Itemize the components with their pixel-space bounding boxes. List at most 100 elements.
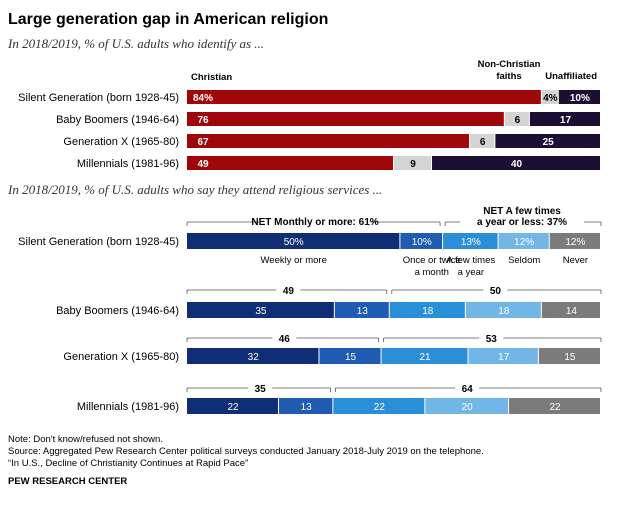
attendance-value-label: 20 — [462, 402, 474, 413]
net-monthly-value: 49 — [283, 286, 295, 297]
identity-bar-segment — [432, 156, 600, 170]
attendance-category-label: Once or twice — [403, 255, 461, 266]
legend-non-christian-line1: Non-Christian — [478, 59, 541, 70]
net-yearly-label-line2: a year or less: 37% — [477, 217, 567, 228]
identity-value-label: 84% — [193, 93, 213, 104]
attendance-bar-segment — [187, 398, 278, 414]
net-monthly-label: NET Monthly or more: 61% — [251, 217, 378, 228]
attendance-value-label: 13% — [461, 237, 481, 248]
identity-value-label: 4% — [543, 93, 558, 104]
attendance-category-label: a month — [415, 267, 449, 278]
identity-value-label: 40 — [511, 159, 523, 170]
net-yearly-value: 53 — [486, 334, 498, 345]
attendance-category-label: Seldom — [508, 255, 540, 266]
identity-value-label: 49 — [197, 159, 209, 170]
net-label-bg — [248, 381, 273, 393]
row-label-identity: Silent Generation (born 1928-45) — [18, 92, 179, 104]
attendance-category-label: Weekly or more — [261, 255, 327, 266]
identity-value-label: 25 — [543, 137, 555, 148]
attendance-bar-segment — [425, 398, 508, 414]
attendance-value-label: 22 — [549, 402, 561, 413]
net-monthly-value: 35 — [255, 384, 267, 395]
attendance-bar-segment — [538, 348, 600, 364]
identity-bar-segment — [187, 134, 470, 148]
row-label-identity: Millennials (1981-96) — [77, 158, 179, 170]
attendance-bar-segment — [334, 302, 389, 318]
legend-unaffiliated: Unaffiliated — [545, 71, 597, 82]
attendance-bar-segment — [400, 233, 443, 249]
net-label-bg — [272, 331, 297, 343]
attendance-bar-segment — [187, 233, 400, 249]
net-label-bg — [259, 215, 372, 227]
attendance-value-label: 15 — [564, 352, 576, 363]
identity-value-label: 6 — [480, 137, 486, 148]
footnote: “In U.S., Decline of Christianity Contin… — [8, 458, 248, 469]
attendance-value-label: 35 — [255, 306, 267, 317]
attendance-value-label: 12% — [514, 237, 534, 248]
identity-bar-segment — [558, 90, 600, 104]
row-label-attendance: Silent Generation (born 1928-45) — [18, 236, 179, 248]
attendance-value-label: 22 — [227, 402, 239, 413]
attendance-category-label: Never — [563, 255, 588, 266]
attendance-value-label: 15 — [345, 352, 357, 363]
attendance-value-label: 17 — [498, 352, 510, 363]
attendance-bar-segment — [381, 348, 468, 364]
identity-bar-segment — [495, 134, 600, 148]
source-label: PEW RESEARCH CENTER — [8, 476, 127, 487]
identity-bar-segment — [504, 112, 529, 126]
row-label-attendance: Millennials (1981-96) — [77, 401, 179, 413]
attendance-bar-segment — [443, 233, 498, 249]
attendance-value-label: 18 — [498, 306, 510, 317]
attendance-value-label: 13 — [301, 402, 313, 413]
attendance-bar-segment — [187, 348, 319, 364]
identity-bar-segment — [394, 156, 432, 170]
attendance-value-label: 13 — [357, 306, 369, 317]
net-label-bg — [483, 283, 508, 295]
identity-value-label: 67 — [197, 137, 209, 148]
net-label-bg — [479, 331, 504, 343]
identity-bar-segment — [529, 112, 600, 126]
attendance-bar-segment — [333, 398, 425, 414]
attendance-value-label: 32 — [248, 352, 260, 363]
attendance-bar-segment — [465, 302, 541, 318]
net-monthly-value: 46 — [279, 334, 291, 345]
identity-bar-segment — [187, 112, 504, 126]
net-yearly-value: 50 — [490, 286, 502, 297]
attendance-category-label: a year — [458, 267, 484, 278]
chart-title: Large generation gap in American religio… — [8, 11, 328, 28]
attendance-bar-segment — [541, 302, 600, 318]
attendance-value-label: 50% — [284, 237, 304, 248]
footnote: Source: Aggregated Pew Research Center p… — [8, 446, 484, 457]
attendance-bar-segment — [498, 233, 549, 249]
attendance-bar-segment — [319, 348, 381, 364]
identity-value-label: 10% — [570, 93, 590, 104]
row-label-identity: Baby Boomers (1946-64) — [56, 114, 179, 126]
attendance-category-label: A few times — [447, 255, 496, 266]
attendance-bar-segment — [389, 302, 465, 318]
attendance-value-label: 18 — [422, 306, 434, 317]
subtitle-identity: In 2018/2019, % of U.S. adults who ident… — [7, 36, 264, 51]
identity-value-label: 9 — [410, 159, 416, 170]
identity-value-label: 76 — [197, 115, 209, 126]
attendance-value-label: 21 — [419, 352, 431, 363]
attendance-bar-segment — [468, 348, 538, 364]
row-label-attendance: Generation X (1965-80) — [63, 351, 179, 363]
net-yearly-value: 64 — [462, 384, 474, 395]
attendance-bar-segment — [509, 398, 600, 414]
net-label-bg — [276, 283, 301, 295]
footnote: Note: Don't know/refused not shown. — [8, 434, 163, 445]
net-label-bg — [460, 215, 585, 227]
attendance-value-label: 22 — [374, 402, 386, 413]
identity-bar-segment — [541, 90, 558, 104]
attendance-value-label: 14 — [566, 306, 578, 317]
legend-christian: Christian — [191, 72, 232, 83]
attendance-value-label: 10% — [412, 237, 432, 248]
legend-non-christian-line2: faiths — [496, 71, 521, 82]
attendance-bar-segment — [549, 233, 600, 249]
net-yearly-label-line1: NET A few times — [483, 206, 561, 217]
identity-bar-segment — [187, 156, 393, 170]
row-label-attendance: Baby Boomers (1946-64) — [56, 305, 179, 317]
identity-bar-segment — [470, 134, 495, 148]
